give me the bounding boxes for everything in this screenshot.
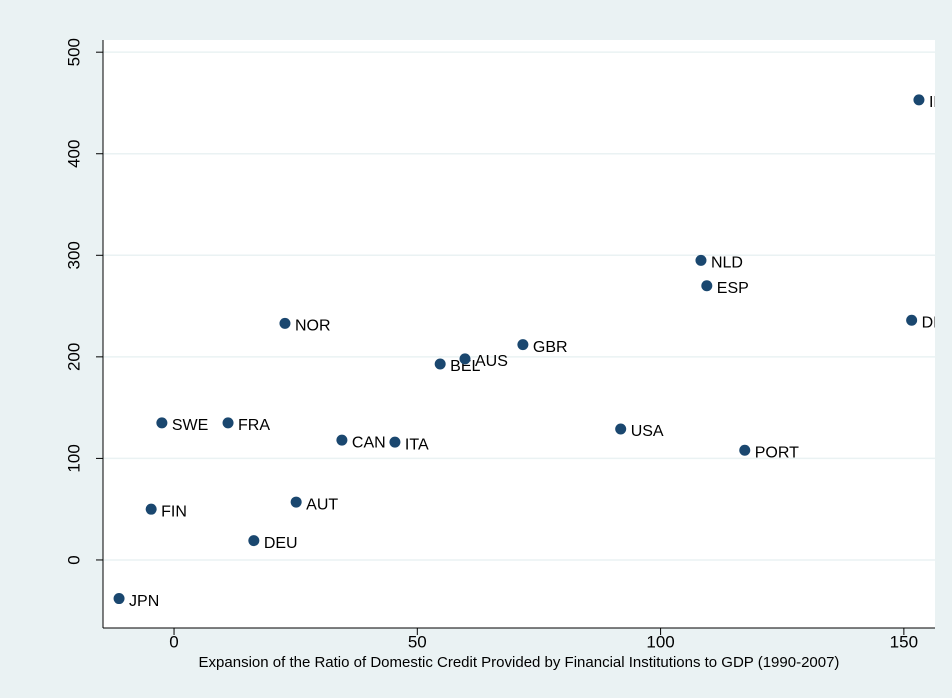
point (248, 535, 260, 547)
point-label: AUS (475, 353, 508, 370)
point (517, 339, 529, 351)
point-label: DEU (264, 535, 298, 552)
point-label: USA (631, 423, 664, 440)
point-label: NLD (711, 255, 743, 272)
point-label: DNK (922, 315, 952, 332)
point (913, 94, 925, 106)
point (389, 436, 401, 448)
point (113, 593, 125, 605)
plot-area (103, 40, 935, 628)
point (615, 423, 627, 435)
x-axis-label: Expansion of the Ratio of Domestic Credi… (199, 654, 840, 671)
point (145, 503, 157, 515)
point (279, 317, 291, 329)
y-tick-label: 400 (64, 140, 83, 168)
point-label: GBR (533, 339, 568, 356)
point (222, 417, 234, 429)
x-tick-label: 50 (408, 632, 427, 651)
point (701, 280, 713, 292)
point-label: ESP (717, 280, 749, 297)
point-label: SWE (172, 417, 208, 434)
axes: 0 100 200 300 400 500 0 50 100 150 (64, 38, 935, 651)
y-tick-label: 200 (64, 343, 83, 371)
y-tick-label: 0 (64, 555, 83, 564)
point (906, 314, 918, 326)
point (459, 353, 471, 365)
point (739, 444, 751, 456)
grid (103, 51, 935, 561)
point-label: JPN (129, 593, 159, 610)
point (695, 254, 707, 266)
point-label: NOR (295, 318, 331, 335)
point (434, 358, 446, 370)
point-label: FRA (238, 417, 270, 434)
point-label: ITA (405, 436, 429, 453)
y-tick-label: 300 (64, 241, 83, 269)
y-tick-label: 500 (64, 38, 83, 66)
point-label: CAN (352, 434, 386, 451)
point (156, 417, 168, 429)
point-label: IRL (929, 94, 952, 111)
point-label: PORT (755, 444, 799, 461)
point-label: FIN (161, 503, 187, 520)
x-tick-label: 0 (169, 632, 178, 651)
x-tick-label: 150 (890, 632, 918, 651)
point (290, 496, 302, 508)
point-label: AUT (306, 496, 338, 513)
x-tick-label: 100 (646, 632, 674, 651)
y-tick-label: 100 (64, 444, 83, 472)
point (336, 434, 348, 446)
point-label: BEL (450, 358, 480, 375)
